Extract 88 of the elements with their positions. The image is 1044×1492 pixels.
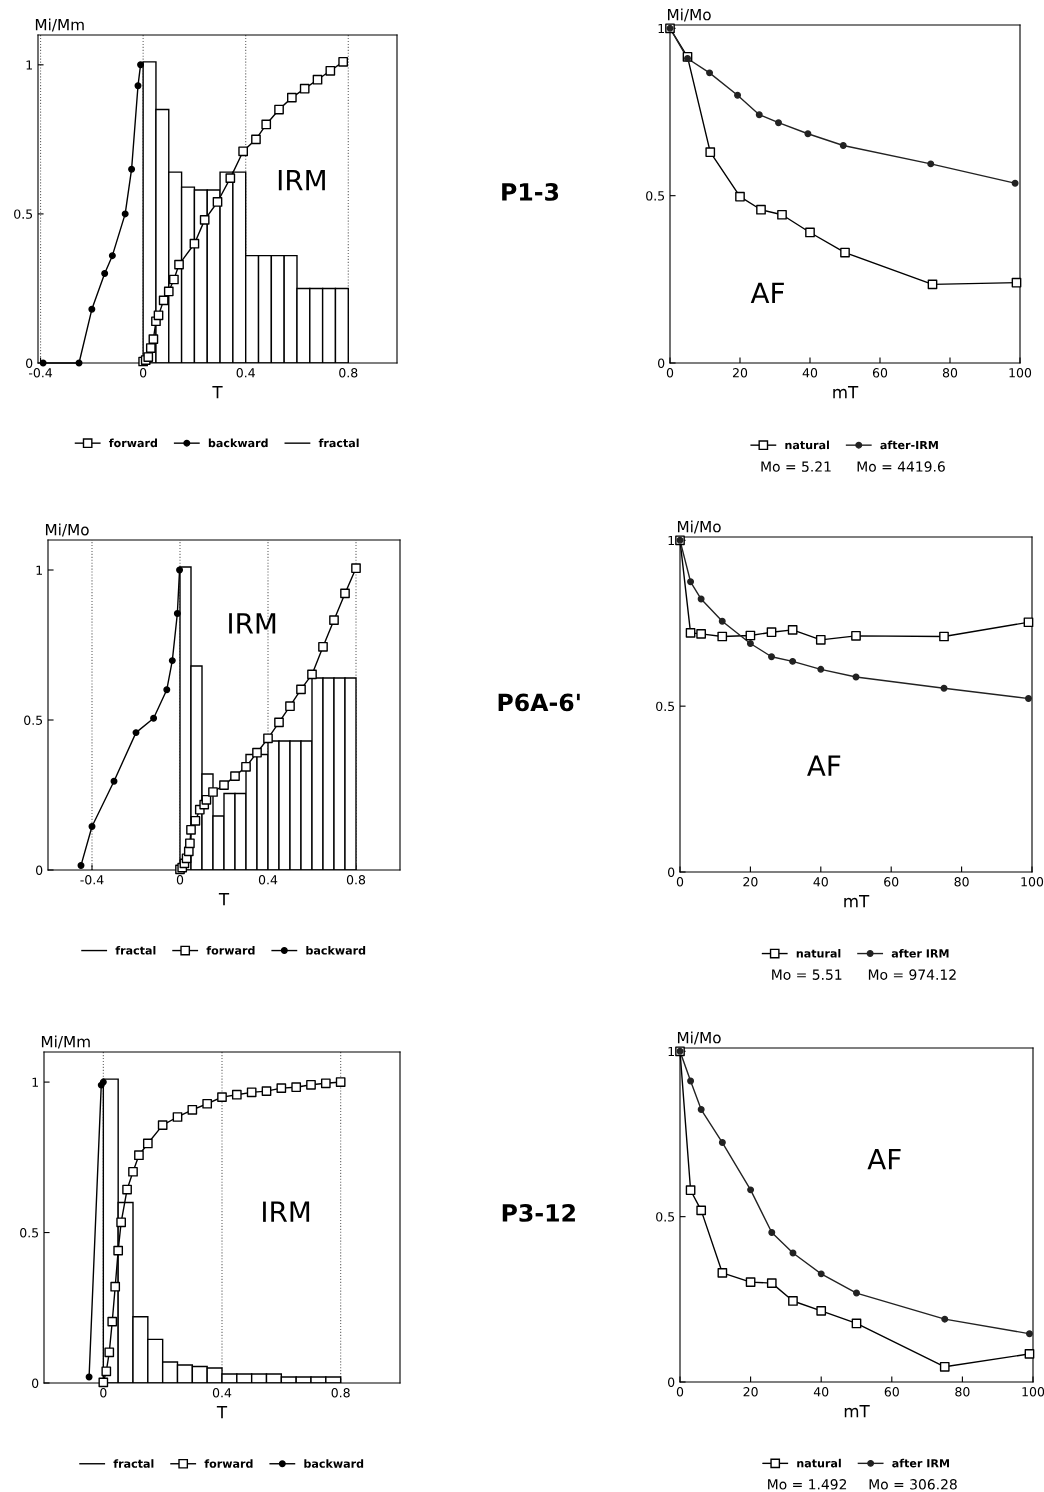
annotation: AF <box>867 1148 901 1170</box>
text: Mo = 5.21 <box>761 461 831 472</box>
y-tick-label: 1 <box>36 565 42 575</box>
x-tick-label: 40 <box>802 368 818 378</box>
y-tick-label: 0 <box>668 1377 675 1387</box>
y-axis-title: Mi/Mo <box>677 520 721 534</box>
x-axis-title: mT <box>833 386 859 399</box>
x-tick-label: 0.8 <box>339 368 358 378</box>
x-tick-label: 0.8 <box>346 875 366 885</box>
x-tick-label: 80 <box>942 368 958 378</box>
legend-label: after IRM <box>891 949 949 958</box>
y-tick-label: 1 <box>668 535 674 546</box>
legend-label: backward <box>208 438 268 448</box>
legend-label: after IRM <box>892 1458 949 1468</box>
x-tick-label: 60 <box>884 1387 899 1397</box>
legend-label: backward <box>306 946 366 955</box>
y-tick-label: 1 <box>658 23 664 34</box>
x-tick-label: 0.4 <box>212 1388 232 1398</box>
legend-label: after-IRM <box>880 440 938 450</box>
legend-label: natural <box>785 440 829 450</box>
x-tick-label: 60 <box>884 877 899 887</box>
y-axis-title: Mi/Mm <box>41 1035 90 1049</box>
y-axis-title: Mi/Mm <box>35 18 84 32</box>
legend-label: forward <box>204 1459 253 1468</box>
text: P6A-6' <box>498 693 580 712</box>
x-axis-title: T <box>212 386 223 399</box>
annotation: IRM <box>229 613 276 634</box>
y-tick-label: 1 <box>26 60 32 70</box>
text: Mo = 1.492 <box>768 1479 847 1490</box>
legend-label: fractal <box>115 946 156 955</box>
x-tick-label: 0 <box>139 368 147 378</box>
x-tick-label: 0 <box>676 1387 684 1397</box>
x-tick-label: -0.4 <box>80 875 104 885</box>
legend-label: backward <box>304 1459 364 1468</box>
x-tick-label: 0 <box>100 1388 107 1398</box>
y-axis-title: Mi/Mo <box>677 1031 721 1045</box>
legend-label: natural <box>797 1458 841 1468</box>
legend-label: fractal <box>318 438 359 448</box>
y-tick-label: 0 <box>658 358 665 368</box>
y-tick-label: 1 <box>32 1077 38 1087</box>
x-axis-title: T <box>218 893 230 906</box>
y-tick-label: 0.5 <box>20 1228 39 1238</box>
y-tick-label: 0.5 <box>24 715 43 725</box>
x-axis-title: mT <box>844 895 870 908</box>
x-tick-label: 80 <box>955 1387 970 1397</box>
y-axis-title: Mi/Mo <box>668 8 711 22</box>
x-tick-label: 60 <box>872 368 888 378</box>
x-tick-label: 0.4 <box>258 875 278 885</box>
x-tick-label: 0 <box>676 877 684 887</box>
x-tick-label: 20 <box>743 1387 758 1397</box>
y-tick-label: 0 <box>26 358 33 368</box>
y-axis-title: Mi/Mo <box>45 523 89 537</box>
y-tick-label: 1 <box>668 1046 674 1057</box>
x-tick-label: 0.4 <box>236 368 255 378</box>
text: Mo = 306.28 <box>869 1479 957 1490</box>
legend-label: forward <box>108 438 157 448</box>
y-tick-label: 0.5 <box>656 701 675 712</box>
annotation: AF <box>750 282 784 304</box>
x-tick-label: 100 <box>1022 1387 1044 1397</box>
text: P3-12 <box>502 1203 575 1222</box>
text: Mo = 5.51 <box>772 969 842 980</box>
text: Mo = 4419.6 <box>857 461 945 472</box>
x-tick-label: 80 <box>954 877 969 887</box>
text: Mo = 974.12 <box>868 969 956 980</box>
annotation: AF <box>807 755 841 776</box>
x-tick-label: 0.8 <box>331 1388 350 1398</box>
y-tick-label: 0.5 <box>14 209 33 219</box>
legend-label: forward <box>206 946 255 955</box>
x-tick-label: 20 <box>743 877 758 887</box>
legend-label: fractal <box>113 1459 154 1468</box>
x-tick-label: 0 <box>176 875 184 885</box>
x-tick-label: 100 <box>1009 368 1032 378</box>
y-tick-label: 0 <box>32 1378 39 1388</box>
y-tick-label: 0.5 <box>656 1212 675 1222</box>
x-tick-label: -0.4 <box>28 368 53 378</box>
x-tick-label: 20 <box>732 368 748 378</box>
y-tick-label: 0 <box>36 865 43 875</box>
annotation: IRM <box>263 1201 310 1222</box>
y-tick-label: 0 <box>668 867 675 877</box>
legend-label: natural <box>796 949 841 958</box>
x-axis-title: mT <box>844 1405 870 1418</box>
x-tick-label: 100 <box>1021 877 1044 887</box>
x-tick-label: 40 <box>813 877 828 887</box>
y-tick-label: 0.5 <box>646 191 665 201</box>
text: P1-3 <box>502 182 559 201</box>
x-tick-label: 40 <box>813 1387 829 1397</box>
annotation: IRM <box>278 170 325 191</box>
x-axis-title: T <box>216 1406 228 1419</box>
